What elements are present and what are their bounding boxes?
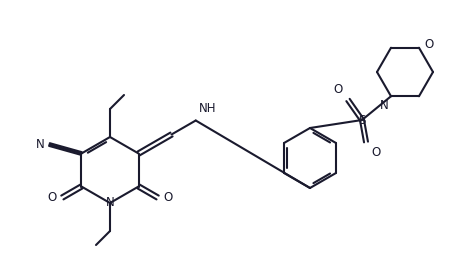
- Text: O: O: [371, 146, 380, 159]
- Text: N: N: [106, 197, 114, 210]
- Text: O: O: [47, 191, 56, 204]
- Text: O: O: [164, 191, 173, 204]
- Text: N: N: [36, 138, 45, 151]
- Text: O: O: [424, 38, 433, 51]
- Text: S: S: [359, 113, 365, 127]
- Text: N: N: [380, 99, 389, 112]
- Text: NH: NH: [199, 101, 216, 115]
- Text: O: O: [334, 83, 343, 96]
